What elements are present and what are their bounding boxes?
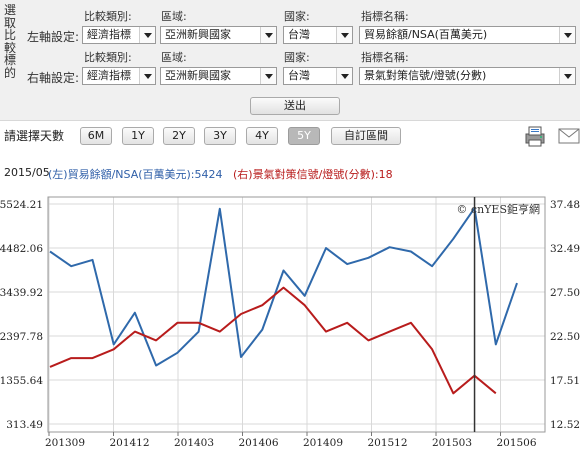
chevron-down-icon (139, 27, 155, 43)
panel-side-label: 選 取 比 較 標 的 (3, 3, 16, 80)
dual-axis-line-chart: 5524.21 4482.06 3439.92 2397.78 1355.64 313.4… (0, 196, 580, 449)
right-axis-tick-label: 22.50 (550, 331, 580, 343)
right-axis-tick-label: 27.50 (550, 287, 580, 299)
chevron-down-icon (260, 68, 276, 84)
x-axis-tick-label: 201409 (303, 437, 343, 449)
x-axis-tick-label: 201403 (174, 437, 214, 449)
left-axis-tick-label: 4482.06 (0, 243, 43, 255)
right-indicator-label: 指標名稱: (361, 51, 409, 64)
watermark-text: © cnYES鉅亨網 (456, 202, 540, 216)
left-indicator-select[interactable]: 貿易餘額/NSA(百萬美元) (359, 26, 576, 44)
right-axis-tick-label: 17.51 (550, 375, 580, 387)
x-axis-tick-label: 201309 (45, 437, 85, 449)
range-button-custom[interactable]: 自訂區間 (331, 127, 401, 145)
x-axis-tick-label: 201406 (238, 437, 278, 449)
chart-date: 2015/05 (4, 166, 50, 179)
range-button-1y[interactable]: 1Y (122, 127, 154, 145)
left-axis-tick-label: 313.49 (6, 419, 43, 431)
right-axis-tick-label: 32.49 (550, 243, 580, 255)
left-axis-tick-label: 5524.21 (0, 199, 43, 211)
left-region-select[interactable]: 亞洲新興國家 (160, 26, 277, 44)
range-button-3y[interactable]: 3Y (204, 127, 236, 145)
right-axis-tick-label: 12.52 (550, 419, 580, 431)
right-category-select[interactable]: 經濟指標 (82, 67, 156, 85)
range-label: 請選擇天數 (4, 129, 65, 143)
mail-icon[interactable] (558, 128, 580, 144)
selection-panel: 選 取 比 較 標 的 左軸設定: 比較類別: 經濟指標 區域: 亞洲新興國家 … (0, 0, 580, 121)
right-indicator-select[interactable]: 景氣對策信號/燈號(分數) (359, 67, 576, 85)
range-button-5y[interactable]: 5Y (288, 127, 320, 145)
left-category-label: 比較類別: (84, 10, 132, 23)
x-axis-tick-label: 201412 (109, 437, 149, 449)
right-category-label: 比較類別: (84, 51, 132, 64)
x-axis-tick-label: 201503 (432, 437, 472, 449)
chevron-down-icon (260, 27, 276, 43)
left-axis-row-label: 左軸設定: (27, 30, 80, 44)
business-signal-series-line (49, 286, 497, 395)
range-button-4y[interactable]: 4Y (246, 127, 278, 145)
trade-balance-series-line (49, 207, 518, 367)
left-indicator-label: 指標名稱: (361, 10, 409, 23)
left-country-select[interactable]: 台灣 (283, 26, 353, 44)
chevron-down-icon (139, 68, 155, 84)
chevron-down-icon (559, 68, 575, 84)
right-axis-tick-label: 37.48 (550, 199, 580, 211)
print-icon[interactable] (522, 124, 548, 148)
range-button-6m[interactable]: 6M (80, 127, 112, 145)
right-series-legend: (右)景氣對策信號/燈號(分數):18 (233, 168, 393, 181)
left-region-label: 區域: (161, 10, 187, 23)
submit-button[interactable]: 送出 (250, 97, 340, 115)
left-category-select[interactable]: 經濟指標 (82, 26, 156, 44)
chevron-down-icon (559, 27, 575, 43)
chevron-down-icon (336, 27, 352, 43)
right-region-label: 區域: (161, 51, 187, 64)
left-axis-tick-label: 1355.64 (0, 375, 43, 387)
range-button-2y[interactable]: 2Y (163, 127, 195, 145)
x-axis-tick-label: 201512 (367, 437, 407, 449)
right-region-select[interactable]: 亞洲新興國家 (160, 67, 277, 85)
right-country-select[interactable]: 台灣 (283, 67, 353, 85)
right-country-label: 國家: (284, 51, 310, 64)
plot-frame (47, 196, 546, 433)
right-axis-row-label: 右軸設定: (27, 71, 80, 85)
chevron-down-icon (336, 68, 352, 84)
x-axis-tick-label: 201506 (496, 437, 536, 449)
left-axis-tick-label: 2397.78 (0, 331, 43, 343)
left-series-legend: (左)貿易餘額/NSA(百萬美元):5424 (48, 168, 223, 181)
left-country-label: 國家: (284, 10, 310, 23)
left-axis-tick-label: 3439.92 (0, 287, 43, 299)
